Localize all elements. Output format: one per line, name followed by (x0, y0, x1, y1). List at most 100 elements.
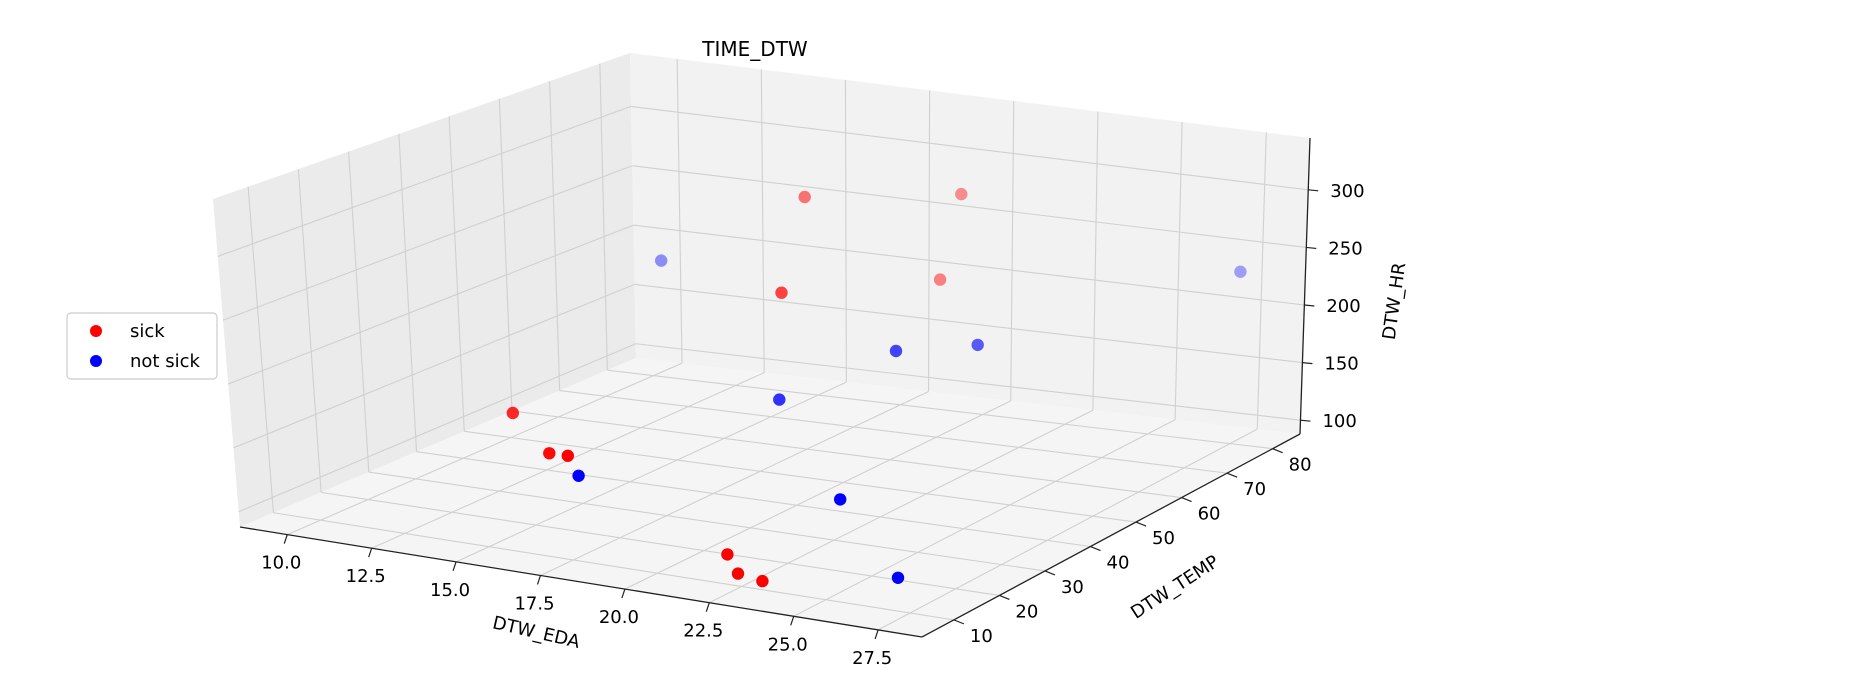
point-not-sick (1234, 265, 1247, 278)
y-tick-mark (1272, 448, 1283, 454)
grid-line-y (498, 98, 513, 411)
point-sick (731, 567, 745, 580)
y-tick-mark (1090, 545, 1101, 552)
x-tick-label: 22.5 (683, 621, 723, 642)
grid-line-z (222, 165, 633, 321)
x-tick-label: 15.0 (430, 580, 470, 601)
grid-line-z (630, 105, 1309, 191)
point-not-sick (834, 493, 847, 506)
grid-line-x (1174, 121, 1183, 420)
tick-labels: 10.0 12.5 15.0 17.5 20.0 22.5 25.0 27.5 10 20 30 40… (261, 181, 1364, 669)
y-tick-label: 20 (1015, 601, 1038, 622)
grid-lines (217, 58, 1309, 631)
grid-line-y (599, 63, 608, 371)
z-tick-label: 200 (1326, 296, 1360, 317)
grid-line-y (368, 471, 1046, 572)
point-not-sick (655, 254, 668, 267)
point-sick (543, 447, 556, 460)
axis-lines (239, 137, 1311, 638)
legend: sick not sick (66, 312, 218, 380)
grid-line-z (228, 224, 634, 385)
y-tick-label: 30 (1061, 577, 1084, 598)
grid-line-x (709, 409, 1094, 604)
z-tick-label: 250 (1328, 238, 1362, 259)
grid-line-z (633, 224, 1305, 306)
grid-line-y (348, 151, 370, 473)
point-sick (775, 286, 788, 299)
grid-line-y (416, 451, 1091, 548)
point-not-sick (773, 393, 786, 406)
point-sick (798, 190, 811, 204)
grid-line-y (511, 410, 1182, 499)
point-sick (506, 406, 519, 420)
z-tick-label: 100 (1322, 411, 1356, 432)
grid-line-z (217, 105, 632, 257)
z-axis-line (1299, 137, 1311, 435)
y-tick-label: 50 (1152, 528, 1175, 549)
point-sick (955, 187, 968, 201)
grid-line-y (464, 430, 1137, 523)
x-tick-label: 17.5 (514, 593, 554, 614)
grid-line-x (844, 79, 847, 383)
y-tick-label: 70 (1243, 479, 1266, 500)
x-axis-line (239, 526, 923, 638)
z-tick-mark (1308, 189, 1319, 192)
x-tick-mark (705, 602, 710, 612)
point-not-sick (572, 469, 585, 482)
grid-line-y (607, 369, 1273, 450)
pane-left (213, 53, 636, 527)
point-sick (756, 574, 769, 588)
grid-line-x (455, 381, 847, 563)
z-tick-mark (1302, 361, 1313, 365)
point-not-sick (891, 571, 905, 584)
grid-line-x (760, 69, 765, 373)
grid-line-y (448, 116, 465, 432)
y-axis-line (921, 433, 1301, 638)
x-tick-label: 20.0 (599, 607, 639, 628)
y-tick-mark (1226, 472, 1238, 478)
grid-line-x (1256, 132, 1267, 430)
legend-marker-not-sick (90, 355, 102, 367)
grid-line-y (559, 390, 1228, 474)
y-tick-label: 10 (970, 626, 993, 647)
point-sick (933, 273, 947, 286)
grid-line-x (1010, 100, 1015, 401)
y-tick-mark (1181, 497, 1192, 503)
legend-label-not-sick: not sick (130, 351, 200, 372)
grid-line-x (793, 419, 1176, 617)
grid-line-x (624, 400, 1011, 590)
grid-line-y (398, 133, 418, 452)
x-tick-mark (790, 616, 795, 626)
x-tick-label: 27.5 (852, 648, 892, 669)
z-tick-label: 300 (1330, 181, 1364, 202)
x-tick-mark (621, 588, 626, 599)
grid-line-x (287, 362, 683, 536)
point-not-sick (971, 338, 984, 352)
y-axis-label: DTW_TEMP (1127, 551, 1223, 623)
y-tick-label: 60 (1198, 504, 1221, 525)
y-tick-mark (999, 594, 1010, 600)
legend-label-sick: sick (130, 321, 165, 342)
grid-line-x (928, 90, 931, 392)
grid-line-z (238, 343, 636, 513)
grid-line-z (635, 343, 1301, 421)
y-tick-mark (953, 619, 965, 625)
grid-line-y (321, 491, 1000, 596)
x-tick-label: 25.0 (768, 634, 808, 655)
x-tick-mark (536, 575, 542, 585)
grid-line-x (1092, 111, 1099, 411)
x-tick-mark (283, 534, 288, 544)
pane-floor (240, 358, 1300, 637)
point-sick (561, 449, 574, 462)
x-tick-mark (368, 548, 373, 558)
grid-line-z (634, 283, 1303, 364)
axis-panes (213, 53, 1310, 637)
y-tick-label: 40 (1107, 553, 1130, 574)
z-axis-label: DTW_HR (1379, 261, 1411, 341)
y-tick-label: 80 (1289, 455, 1312, 476)
z-tick-mark (1306, 246, 1317, 250)
data-points (506, 187, 1247, 588)
legend-marker-sick (90, 325, 102, 337)
pane-back (630, 53, 1310, 434)
